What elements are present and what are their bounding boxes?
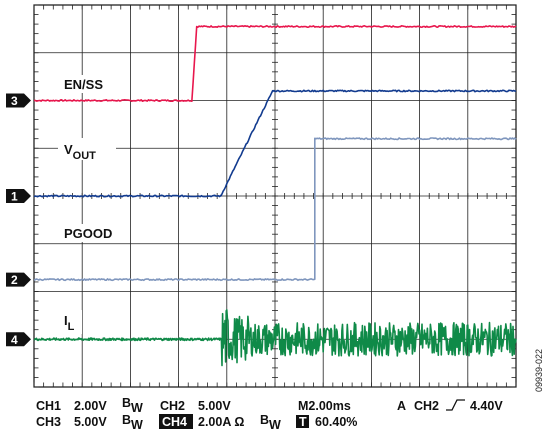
en-ss-label-bg (58, 75, 120, 93)
figure-reference: 09939-022 (534, 349, 544, 392)
channel-marker-label: 1 (11, 190, 18, 204)
channel-4-marker: 4 (6, 332, 31, 347)
footer-bw-2: BW (122, 413, 143, 432)
footer-ch1: CH1 (36, 399, 61, 413)
channel-marker-shape (6, 272, 31, 287)
channel-marker-label: 3 (11, 94, 18, 108)
footer-ch2: CH2 (160, 399, 185, 413)
channel-2-marker: 2 (6, 272, 31, 287)
footer-trigger-channel: CH2 (414, 399, 439, 413)
channel-markers: 3 1 2 4 (6, 93, 31, 347)
footer-ch4: CH4 (162, 415, 187, 429)
trace-1 (33, 89, 517, 198)
footer-ch3-scale: 5.00V (74, 415, 107, 429)
trace-2 (33, 137, 517, 282)
footer-trigger-position: 60.40% (315, 415, 357, 429)
ch4-badge (159, 414, 193, 429)
footer-timebase: M2.00ms (298, 399, 351, 413)
pgood-label-bg (58, 224, 126, 242)
footer-trigger-marker: T (299, 415, 307, 429)
footer-trigger-mode: A (397, 399, 406, 413)
il-label: IL (64, 313, 75, 333)
footer-trigger-level: 4.40V (470, 399, 503, 413)
vout-label: VOUT (64, 142, 96, 162)
trigger-position-badge (296, 415, 309, 428)
footer-ch1-scale: 2.00V (74, 399, 107, 413)
trace-4 (33, 309, 517, 367)
channel-marker-shape (6, 332, 31, 347)
channel-1-marker: 1 (6, 189, 31, 204)
il-label-bg (58, 310, 82, 334)
vout-label-bg (58, 138, 116, 160)
channel-3-marker: 3 (6, 93, 31, 108)
footer-bw-3: BW (260, 413, 281, 432)
traces (33, 25, 517, 367)
trace-3 (33, 25, 517, 102)
footer-ch2-scale: 5.00V (198, 399, 231, 413)
en-ss-label: EN/SS (64, 77, 103, 92)
channel-marker-shape (6, 93, 31, 108)
channel-marker-label: 4 (11, 333, 18, 347)
footer-ch3: CH3 (36, 415, 61, 429)
rising-edge-icon (446, 399, 465, 411)
pgood-label: PGOOD (64, 226, 112, 241)
channel-marker-shape (6, 189, 31, 203)
channel-marker-label: 2 (11, 273, 18, 287)
footer-bw-1: BW (122, 396, 143, 415)
footer-ch4-scale: 2.00A Ω (198, 415, 244, 429)
